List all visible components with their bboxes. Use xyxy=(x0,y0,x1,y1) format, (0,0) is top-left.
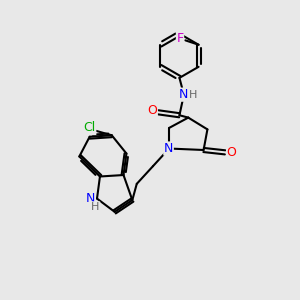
Text: H: H xyxy=(91,202,100,212)
Text: Cl: Cl xyxy=(83,122,96,134)
Text: H: H xyxy=(189,90,197,100)
Text: O: O xyxy=(226,146,236,159)
Text: F: F xyxy=(176,32,184,45)
Text: N: N xyxy=(179,88,188,101)
Text: N: N xyxy=(164,142,173,155)
Text: N: N xyxy=(86,192,95,205)
Text: O: O xyxy=(147,104,157,117)
